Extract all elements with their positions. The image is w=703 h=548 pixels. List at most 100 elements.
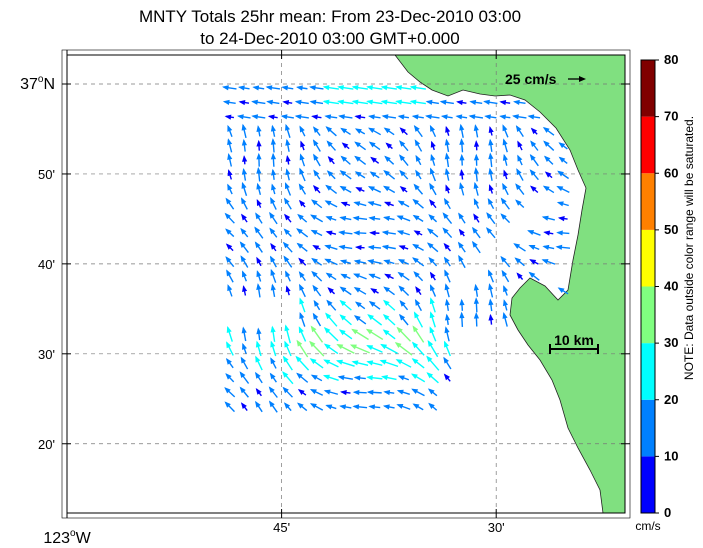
current-vector [310, 325, 324, 343]
current-vector [428, 256, 438, 267]
current-vector [256, 283, 262, 298]
current-vector [241, 181, 248, 196]
latitude-labels: 37oN 50' 40' 30' 20' [20, 74, 55, 452]
current-vector [484, 114, 497, 120]
current-vector [225, 357, 234, 369]
current-vector [473, 297, 480, 313]
lon-label: 30' [488, 520, 505, 535]
current-vector [488, 138, 494, 152]
current-vector [427, 340, 439, 358]
current-vector [267, 114, 278, 120]
current-vector [366, 99, 383, 105]
current-vector [366, 360, 383, 366]
current-vector [384, 273, 394, 280]
current-vector [428, 402, 438, 411]
current-vector [309, 85, 324, 91]
current-vector [285, 154, 291, 165]
current-vector [239, 371, 250, 384]
current-vector [269, 211, 278, 225]
current-vector [270, 168, 277, 180]
current-vector [529, 259, 539, 265]
current-vector [500, 197, 510, 210]
current-vector [312, 139, 321, 152]
current-vector [326, 170, 336, 180]
current-vector [239, 386, 249, 398]
colorbar-tick-label: 50 [664, 222, 678, 237]
current-vector [266, 99, 280, 105]
current-vector [515, 199, 525, 209]
current-vector [296, 242, 308, 252]
current-vector [515, 183, 525, 196]
current-vector [429, 297, 436, 313]
current-vector [224, 212, 235, 224]
current-vector [298, 199, 306, 208]
current-vector [339, 259, 351, 265]
colorbar-tick-label: 40 [664, 279, 678, 294]
current-vector [269, 372, 277, 383]
current-vector [396, 326, 411, 342]
current-vector [399, 186, 408, 193]
current-vector [270, 197, 277, 210]
current-vector [240, 227, 249, 238]
current-vector [322, 85, 339, 91]
current-vector [427, 388, 438, 397]
current-vector [502, 299, 508, 311]
current-vector [341, 142, 350, 150]
current-vector [501, 269, 510, 283]
current-vector [339, 170, 352, 180]
current-vector [312, 284, 322, 297]
current-vector [226, 325, 233, 342]
current-vector [312, 244, 321, 251]
current-vector [280, 114, 294, 120]
current-vector [443, 373, 451, 382]
reference-arrow-head [579, 76, 586, 82]
current-vector [398, 245, 409, 251]
current-vector [383, 201, 394, 207]
current-vector [268, 400, 278, 413]
current-vector [354, 171, 366, 179]
scale-bar: 10 km [549, 332, 599, 354]
current-vector [415, 154, 422, 166]
current-vector [382, 404, 395, 410]
current-vector [413, 125, 423, 138]
map-outer-frame [61, 49, 631, 519]
current-vector [459, 311, 465, 327]
current-vector [237, 85, 250, 91]
current-vector [240, 356, 249, 370]
current-vector [285, 285, 291, 296]
current-vector [442, 212, 453, 225]
current-vector [251, 114, 266, 120]
current-vector [412, 214, 424, 222]
current-vector [297, 402, 308, 412]
current-vector [325, 230, 337, 236]
current-vector [542, 244, 555, 250]
current-vector [529, 153, 539, 167]
current-vector [471, 226, 481, 239]
current-vector [352, 404, 368, 410]
current-vector [499, 114, 511, 120]
current-vector [380, 85, 397, 91]
current-vector [396, 230, 410, 236]
current-vector [443, 242, 452, 252]
current-vector [353, 375, 366, 381]
current-vector [413, 271, 424, 282]
current-vector [352, 215, 368, 221]
current-vector [294, 114, 309, 120]
current-vector [282, 355, 293, 371]
current-vector [443, 256, 451, 267]
current-vector [284, 182, 292, 196]
current-vectors [222, 85, 571, 413]
current-vector [556, 201, 569, 207]
current-vector [379, 359, 399, 368]
current-vector [325, 126, 337, 137]
colorbar-segment [641, 399, 655, 457]
current-vector [368, 141, 381, 151]
current-vector [411, 388, 425, 397]
current-vector [456, 100, 467, 106]
current-vector [255, 340, 262, 357]
current-vector [556, 230, 570, 236]
current-vector [381, 244, 396, 250]
current-vector [354, 128, 366, 135]
current-vector [366, 85, 383, 91]
current-vector [224, 114, 235, 120]
